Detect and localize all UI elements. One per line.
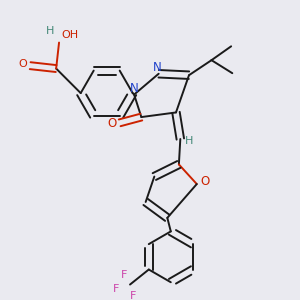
Text: O: O	[19, 59, 27, 69]
Text: OH: OH	[61, 30, 79, 40]
Text: F: F	[130, 290, 137, 300]
Text: O: O	[200, 175, 209, 188]
Text: H: H	[185, 136, 194, 146]
Text: F: F	[112, 284, 119, 294]
Text: F: F	[121, 270, 127, 280]
Text: H: H	[46, 26, 55, 36]
Text: O: O	[108, 117, 117, 130]
Text: N: N	[130, 82, 139, 95]
Text: N: N	[153, 61, 162, 74]
